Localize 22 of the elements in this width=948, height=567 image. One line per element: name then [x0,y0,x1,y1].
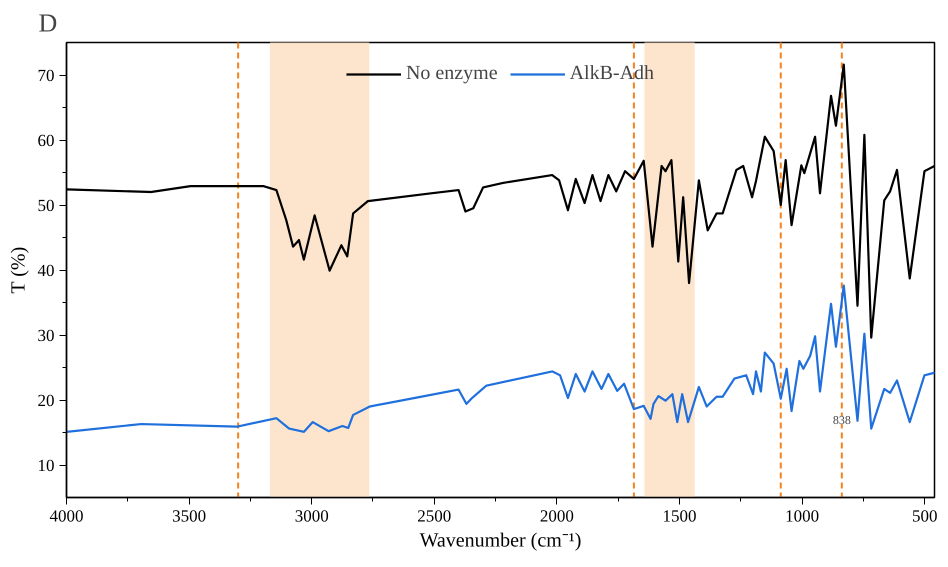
x-tick-label: 500 [912,506,938,526]
legend-label: No enzyme [406,62,498,85]
x-tick-label: 2500 [417,506,452,526]
y-tick-label: 50 [38,196,54,215]
chart-title: D [38,8,58,38]
x-tick-label: 1000 [785,506,820,526]
y-tick-label: 70 [38,66,54,85]
x-tick-label: 1500 [662,506,696,526]
ref-line-label: 838 [832,413,851,428]
x-tick-label: 3000 [294,506,329,526]
x-tick-label: 2000 [540,506,574,526]
x-axis-title: Wavenumber (cm⁻¹) [420,530,582,552]
y-tick-label: 20 [38,391,54,410]
x-tick-label: 3500 [172,506,206,526]
y-tick-label: 60 [38,131,54,150]
y-tick-label: 10 [38,456,54,475]
y-axis-title: T (%) [8,246,30,294]
x-tick-label: 4000 [50,506,84,526]
legend-label: AlkB-Adh [570,62,654,85]
y-tick-label: 40 [38,261,54,280]
line-series [66,284,934,433]
y-tick-label: 30 [38,326,54,345]
